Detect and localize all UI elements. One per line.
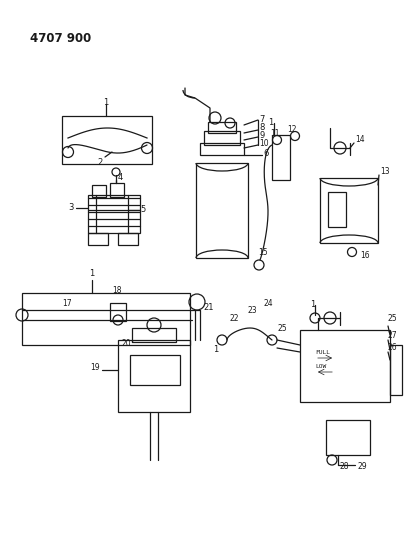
- Text: 6: 6: [263, 149, 268, 157]
- Text: 17: 17: [62, 299, 72, 308]
- Text: 25: 25: [388, 314, 398, 323]
- Text: 22: 22: [230, 314, 239, 323]
- Bar: [272, 135, 290, 180]
- Text: 1: 1: [310, 300, 315, 309]
- Bar: [328, 192, 346, 227]
- Text: 24: 24: [264, 299, 274, 308]
- Text: 29: 29: [358, 462, 368, 471]
- Text: 7: 7: [259, 115, 264, 124]
- Text: 28: 28: [340, 462, 350, 471]
- Bar: [204, 131, 240, 145]
- Bar: [200, 143, 244, 155]
- Text: 20: 20: [122, 340, 132, 349]
- Text: 11: 11: [270, 128, 279, 138]
- Bar: [110, 183, 124, 197]
- Text: FULL: FULL: [315, 350, 330, 355]
- Text: 1: 1: [103, 98, 109, 107]
- Bar: [196, 163, 248, 258]
- Bar: [118, 340, 190, 412]
- Bar: [390, 345, 402, 395]
- Text: 4707 900: 4707 900: [30, 32, 91, 45]
- Text: 26: 26: [388, 343, 398, 352]
- Text: 13: 13: [380, 167, 390, 176]
- Text: 12: 12: [287, 125, 297, 133]
- Bar: [88, 233, 108, 245]
- Text: 3: 3: [68, 204, 73, 213]
- Bar: [110, 303, 126, 321]
- Text: 10: 10: [259, 139, 268, 148]
- Text: 5: 5: [140, 206, 145, 214]
- Text: LOW: LOW: [315, 364, 326, 369]
- Text: 18: 18: [112, 286, 122, 295]
- Text: 1: 1: [89, 269, 95, 278]
- Text: 21: 21: [203, 303, 213, 312]
- Text: 15: 15: [258, 248, 268, 257]
- Bar: [22, 293, 190, 345]
- Text: 25: 25: [278, 324, 288, 333]
- Bar: [118, 233, 138, 245]
- Bar: [208, 122, 236, 133]
- Text: 1: 1: [268, 118, 273, 127]
- Text: 1: 1: [213, 345, 218, 354]
- Bar: [326, 420, 370, 455]
- Text: 2: 2: [98, 158, 103, 167]
- Bar: [92, 185, 106, 197]
- Text: 19: 19: [90, 364, 100, 373]
- Bar: [132, 328, 176, 342]
- Bar: [130, 355, 180, 385]
- Bar: [320, 178, 378, 243]
- Text: 14: 14: [355, 135, 365, 144]
- Bar: [88, 195, 140, 233]
- Text: 9: 9: [259, 132, 264, 141]
- Bar: [300, 330, 390, 402]
- Text: 23: 23: [248, 306, 257, 315]
- Text: 4: 4: [118, 173, 123, 182]
- Text: 16: 16: [360, 251, 370, 260]
- Text: 27: 27: [388, 330, 398, 340]
- Bar: [62, 116, 152, 164]
- Text: 8: 8: [259, 124, 264, 133]
